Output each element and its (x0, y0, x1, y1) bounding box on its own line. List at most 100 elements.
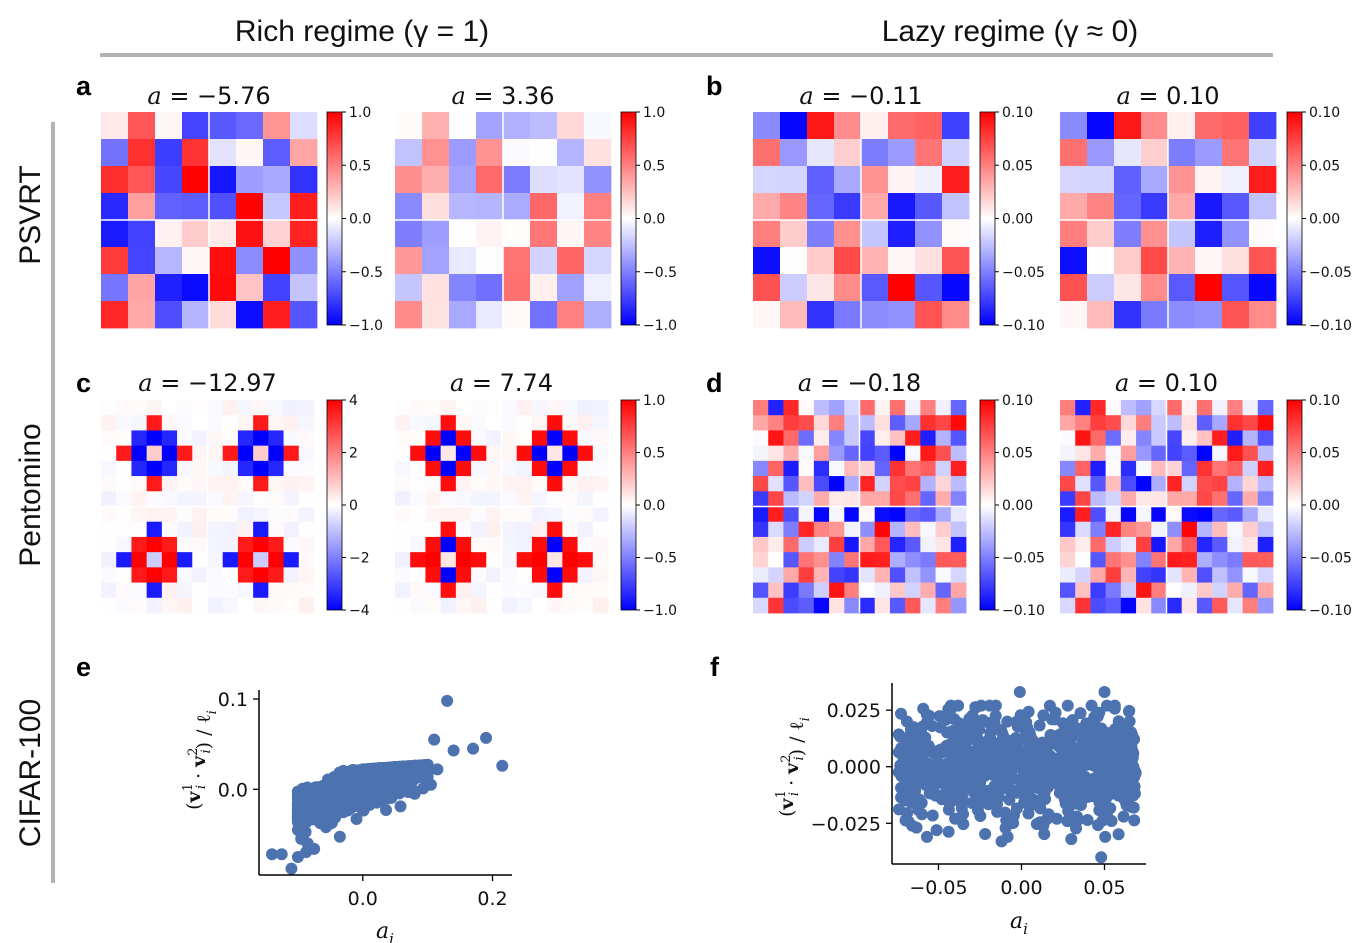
heatmap-cell (844, 476, 860, 492)
heatmap-cell (1167, 446, 1183, 462)
heatmap-cell (1151, 415, 1167, 431)
heatmap-cell (128, 112, 155, 139)
heatmap-cell (783, 567, 799, 583)
heatmap-cell (395, 583, 411, 599)
scatter-point (921, 831, 933, 843)
scatter-point (1106, 815, 1118, 827)
heatmap-cell (116, 476, 132, 492)
heatmap-cell (1195, 301, 1222, 328)
heatmap-cell (1141, 301, 1168, 328)
heatmap-cell (753, 446, 769, 462)
heatmap-cell (1168, 220, 1195, 247)
heatmap-cell (920, 461, 936, 477)
heatmap-cell (456, 507, 472, 523)
scatter-point (990, 700, 1002, 712)
heatmap-cell (890, 476, 906, 492)
scatter-point (1023, 736, 1035, 748)
scatter-point (1066, 755, 1078, 767)
heatmap-cell (593, 507, 609, 523)
heatmap-cell (395, 507, 411, 523)
heatmap-cell (131, 476, 147, 492)
heatmap-cell (875, 415, 891, 431)
heatmap-cell (593, 583, 609, 599)
row-title-psvrt: PSVRT (14, 165, 47, 264)
heatmap-cell (1121, 476, 1137, 492)
heatmap-cell (780, 112, 807, 139)
heatmap-cell (517, 598, 533, 614)
scatter-point (292, 851, 304, 863)
heatmap-cell (441, 491, 457, 507)
heatmap-cell (253, 552, 269, 568)
heatmap-cell (476, 274, 503, 301)
heatmap-cell (783, 430, 799, 446)
heatmap-cell (162, 415, 178, 431)
scatter-point (927, 809, 939, 821)
heatmap-cell (562, 583, 578, 599)
scatter-point (1082, 737, 1094, 749)
heatmap-cell (476, 247, 503, 274)
heatmap-cell (532, 430, 548, 446)
heatmap-cell (502, 583, 518, 599)
column-title-lazy: Lazy regime (γ ≈ 0) (882, 15, 1139, 48)
heatmap-cell (456, 583, 472, 599)
heatmap-cell (1151, 598, 1167, 614)
heatmap-cell (768, 461, 784, 477)
heatmap-cell (780, 139, 807, 166)
heatmap-cell (236, 247, 263, 274)
heatmap-cell (410, 522, 426, 538)
heatmap-cell (768, 567, 784, 583)
heatmap-cell (1212, 552, 1228, 568)
colorbar-tick-label: 1.0 (643, 105, 665, 121)
heatmap-cell (502, 461, 518, 477)
heatmap-cell (951, 598, 967, 614)
heatmap-cell (532, 400, 548, 416)
heatmap-cell (1168, 274, 1195, 301)
heatmap-cell (557, 193, 584, 220)
heatmap-cell (593, 446, 609, 462)
heatmap-cell (920, 476, 936, 492)
heatmap-cell (425, 598, 441, 614)
heatmap-cell (101, 301, 128, 328)
heatmap-cell (834, 193, 861, 220)
heatmap-cell (844, 400, 860, 416)
heatmap-cell (517, 476, 533, 492)
heatmap-cell (263, 247, 290, 274)
heatmap-cell (101, 166, 128, 193)
scatter-point (1014, 686, 1026, 698)
heatmap-cell (101, 430, 117, 446)
heatmap-cell (562, 476, 578, 492)
heatmap-cell (410, 491, 426, 507)
heatmap-cell (395, 139, 422, 166)
heatmap-cell (1182, 522, 1198, 538)
heatmap-cell (578, 537, 594, 553)
heatmap-cell (299, 491, 315, 507)
heatmap-cell (1114, 166, 1141, 193)
scatter-point (327, 792, 339, 804)
heatmap-cell (1243, 400, 1259, 416)
heatmap-cell (1087, 247, 1114, 274)
heatmap-cell (162, 461, 178, 477)
heatmap-cell (578, 522, 594, 538)
heatmap-cell (1060, 537, 1076, 553)
heatmap-cell (1243, 446, 1259, 462)
colorbar (1287, 400, 1302, 610)
scatter-point (943, 710, 955, 722)
heatmap-cell (1167, 583, 1183, 599)
heatmap-cell (936, 461, 952, 477)
scatter-point (1010, 732, 1022, 744)
colorbar-tick-label: 0.5 (349, 158, 371, 174)
heatmap-cell (1249, 139, 1276, 166)
heatmap-cell (814, 430, 830, 446)
heatmap-cell (425, 552, 441, 568)
heatmap-cell (223, 461, 239, 477)
heatmap-cell (530, 112, 557, 139)
heatmap-cell (875, 430, 891, 446)
heatmap-cell (182, 166, 209, 193)
heatmap-cell (131, 507, 147, 523)
heatmap-cell (1075, 415, 1091, 431)
heatmap-cell (1151, 537, 1167, 553)
heatmap-cell (471, 476, 487, 492)
heatmap-cell (807, 193, 834, 220)
heatmap-cell (1121, 491, 1137, 507)
